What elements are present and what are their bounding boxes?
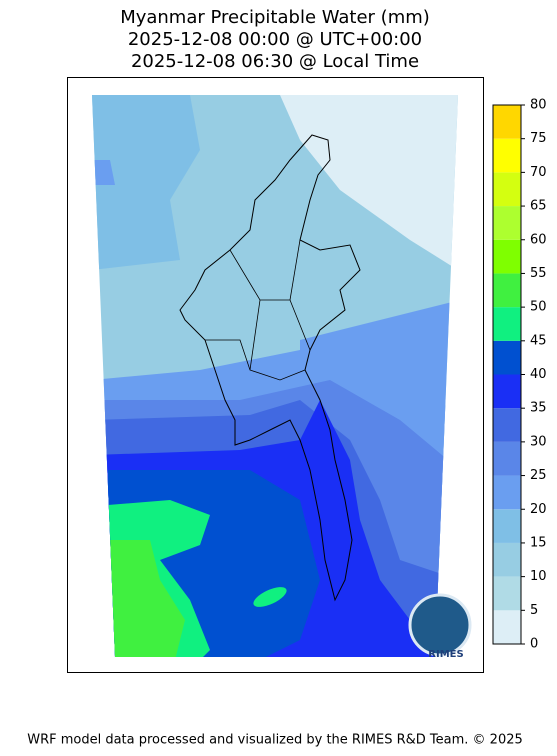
title-line: Myanmar Precipitable Water (mm)	[120, 7, 430, 28]
colorbar-tick-label: 70	[530, 165, 547, 180]
colorbar-tick-label: 0	[530, 637, 538, 652]
colorbar-band	[493, 239, 521, 274]
colorbar-tick-label: 45	[530, 333, 547, 348]
colorbar-tick-label: 25	[530, 468, 547, 483]
title-line: 2025-12-08 06:30 @ Local Time	[131, 51, 419, 72]
colorbar-tick-label: 80	[530, 98, 547, 113]
title-line: 2025-12-08 00:00 @ UTC+00:00	[128, 29, 422, 50]
colorbar-band	[493, 273, 521, 308]
colorbar-tick-label: 40	[530, 367, 547, 382]
logo-text: RIMES	[428, 649, 463, 660]
colorbar-band	[493, 542, 521, 577]
colorbar-band	[493, 307, 521, 341]
colorbar-band	[493, 475, 521, 510]
colorbar-band	[493, 509, 521, 543]
map: RIMES	[92, 95, 472, 660]
footer: WRF model data processed and visualized …	[27, 733, 523, 748]
colorbar-tick-label: 65	[530, 199, 547, 214]
colorbar-tick-label: 10	[530, 569, 547, 584]
colorbar-band	[493, 105, 521, 139]
colorbar-tick-label: 75	[530, 131, 547, 146]
colorbar-band	[493, 172, 521, 207]
colorbar-band	[493, 408, 521, 442]
colorbar-band	[493, 374, 521, 409]
colorbar-band	[493, 576, 521, 611]
colorbar-tick-label: 50	[530, 300, 547, 315]
colorbar-tick-label: 35	[530, 401, 547, 416]
colorbar-tick-label: 15	[530, 535, 547, 550]
colorbar-band	[493, 441, 521, 476]
colorbar-band	[493, 340, 521, 375]
colorbar-band	[493, 610, 521, 644]
colorbar-tick-label: 30	[530, 434, 547, 449]
colorbar-tick-label: 55	[530, 266, 547, 281]
colorbar-band	[493, 138, 521, 173]
colorbar-tick-label: 60	[530, 232, 547, 247]
colorbar-band	[493, 206, 521, 240]
colorbar: 0 5 10 15 20 25 30 35 40 45 50 55 60 65 70 75 80	[492, 98, 547, 652]
colorbar-tick-label: 20	[530, 502, 547, 517]
colorbar-tick-label: 5	[530, 603, 538, 618]
